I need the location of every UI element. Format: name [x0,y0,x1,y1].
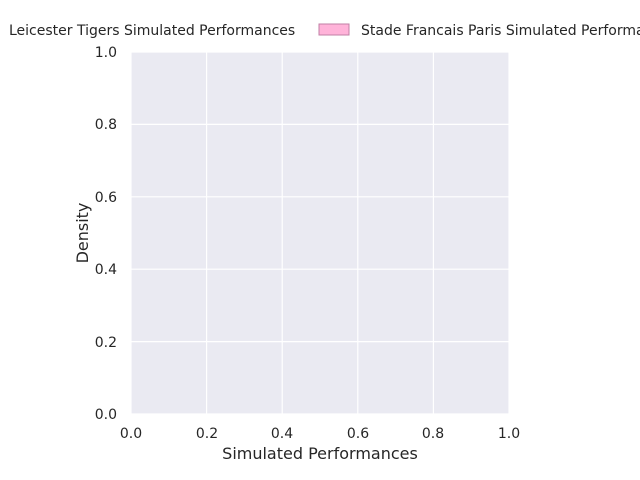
x-tick-label: 1.0 [498,426,520,442]
legend-swatch-series-1 [318,23,350,36]
x-tick-label: 0.6 [347,426,369,442]
y-tick-label: 0.2 [95,335,117,351]
y-tick-label: 0.4 [95,262,117,278]
x-axis-ticks: 0.0 0.2 0.4 0.6 0.8 1.0 [120,426,520,442]
plot-area [131,52,509,414]
y-tick-label: 1.0 [95,45,117,61]
y-tick-label: 0.0 [95,407,117,423]
grid-lines [130,51,510,415]
x-axis-label: Simulated Performances [222,444,418,463]
y-axis-label: Density [73,203,92,264]
legend: Leicester Tigers Simulated Performances … [9,23,640,39]
legend-label-series-1: Stade Francais Paris Simulated Performan… [361,23,640,39]
legend-label-series-0: Leicester Tigers Simulated Performances [9,23,295,39]
x-tick-label: 0.2 [196,426,218,442]
x-tick-label: 0.0 [120,426,142,442]
x-tick-label: 0.4 [271,426,293,442]
y-tick-label: 0.8 [95,117,117,133]
y-axis-ticks: 0.0 0.2 0.4 0.6 0.8 1.0 [95,45,117,423]
y-tick-label: 0.6 [95,190,117,206]
x-tick-label: 0.8 [422,426,444,442]
